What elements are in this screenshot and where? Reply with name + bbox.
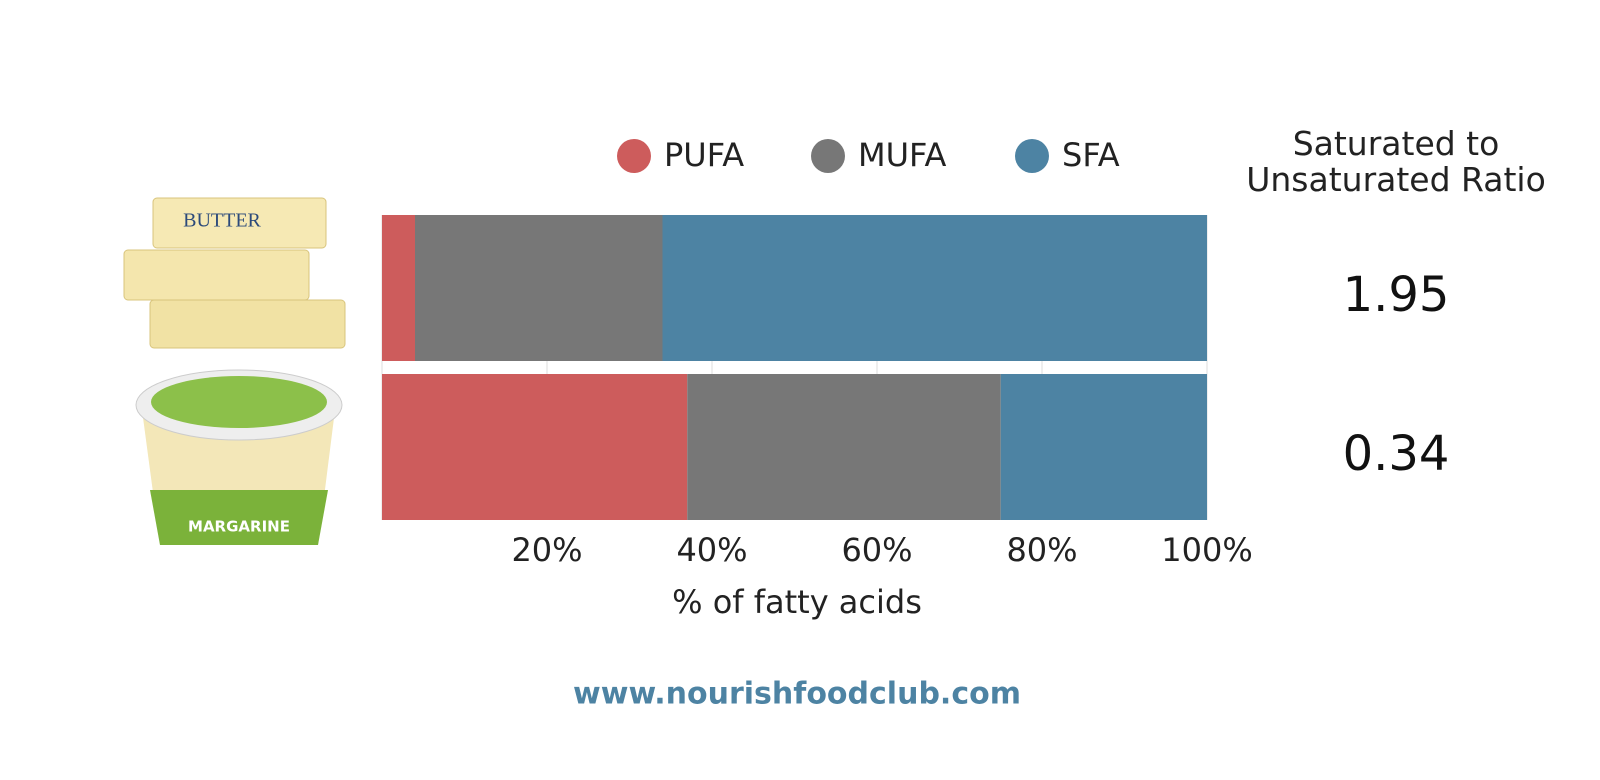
x-tick-label: 80% (1006, 531, 1077, 569)
x-tick-label: 100% (1161, 531, 1252, 569)
image-label: BUTTER (183, 210, 261, 232)
ratio-value: 1.95 (1343, 267, 1450, 323)
legend-swatch (1015, 139, 1049, 173)
legend-label: SFA (1062, 136, 1120, 174)
bar-segment (382, 215, 415, 361)
legend-swatch (617, 139, 651, 173)
x-tick-label: 20% (511, 531, 582, 569)
ratio-value: 0.34 (1343, 426, 1450, 482)
legend-label: PUFA (664, 136, 744, 174)
ratio-title: Saturated to Unsaturated Ratio (1246, 124, 1546, 199)
x-tick-label: 40% (676, 531, 747, 569)
bar-segment (415, 215, 663, 361)
x-axis-label: % of fatty acids (672, 583, 922, 621)
bar-segment (382, 374, 688, 520)
x-tick-label: 60% (841, 531, 912, 569)
legend-label: MUFA (858, 136, 947, 174)
bar-segment (687, 374, 1001, 520)
legend-swatch (811, 139, 845, 173)
bar-segment (662, 215, 1207, 361)
butter-image: BUTTER (123, 197, 346, 349)
margarine-image: MARGARINE (135, 369, 343, 545)
footer: www.nourishfoodclub.com (573, 677, 1021, 712)
image-label: MARGARINE (188, 518, 290, 536)
bar-segment (1000, 374, 1207, 520)
